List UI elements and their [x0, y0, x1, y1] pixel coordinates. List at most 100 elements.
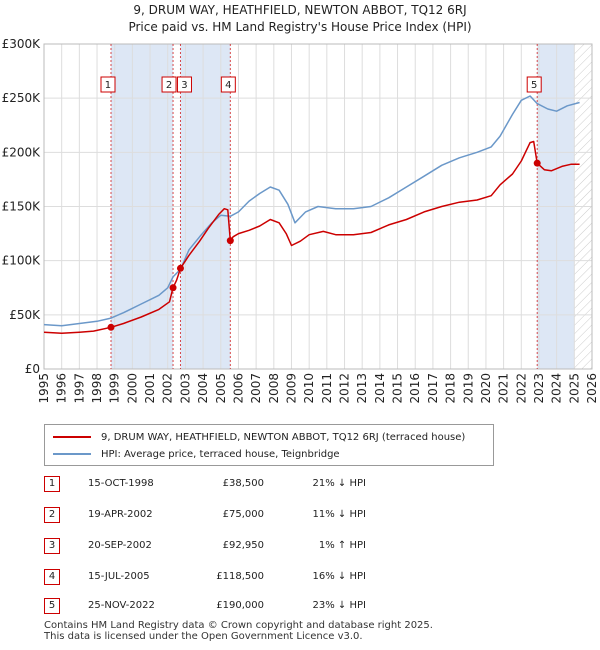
x-tick-label: 2020 [479, 373, 493, 404]
sale-label-box-frame [161, 76, 177, 93]
x-tick-label: 2019 [461, 373, 475, 404]
sale-date: 20-SEP-2002 [88, 540, 152, 551]
chart-title-line2: Price paid vs. HM Land Registry's House … [128, 20, 472, 34]
x-tick-label: 2026 [585, 373, 599, 404]
sale-price: £75,000 [222, 509, 264, 520]
sale-price: £118,500 [216, 571, 264, 582]
x-tick-label: 2024 [550, 373, 564, 404]
plot-border [43, 43, 593, 370]
y-tick-label: £50K [9, 308, 41, 322]
sale-date: 15-JUL-2005 [88, 571, 150, 582]
x-tick-label: 1996 [55, 373, 69, 404]
y-tick-label: £0 [25, 362, 40, 376]
legend-item-property: 9, DRUM WAY, HEATHFIELD, NEWTON ABBOT, T… [53, 429, 465, 445]
y-tick-label: £200K [2, 145, 42, 159]
x-tick-label: 2021 [497, 373, 511, 404]
chart-title-line1: 9, DRUM WAY, HEATHFIELD, NEWTON ABBOT, T… [133, 3, 467, 17]
x-tick-label: 2004 [196, 373, 210, 404]
sale-label-box: 5 [526, 76, 542, 93]
sale-row: 3 20-SEP-2002 £92,950 1% ↑ HPI [44, 538, 384, 554]
sale-label-box-frame [526, 76, 542, 93]
sale-price: £190,000 [216, 600, 264, 611]
x-tick-label: 2008 [267, 373, 281, 404]
x-tick-label: 2003 [178, 373, 192, 404]
sale-label-box: 3 [176, 76, 192, 93]
sale-label-box: 4 [220, 76, 236, 93]
sale-point [226, 237, 234, 245]
x-tick-label: 2017 [426, 373, 440, 404]
x-tick-label: 2007 [249, 373, 263, 404]
legend-swatch-hpi [53, 453, 91, 455]
y-tick-label: £150K [2, 200, 42, 214]
sale-row: 5 25-NOV-2022 £190,000 23% ↓ HPI [44, 598, 384, 614]
legend-label-hpi: HPI: Average price, terraced house, Teig… [101, 448, 340, 460]
y-tick-label: £100K [2, 254, 42, 268]
x-tick-label: 2013 [355, 373, 369, 404]
legend-item-hpi: HPI: Average price, terraced house, Teig… [53, 446, 340, 462]
sale-date: 25-NOV-2022 [88, 600, 155, 611]
x-tick-label: 2006 [231, 373, 245, 404]
sale-row: 1 15-OCT-1998 £38,500 21% ↓ HPI [44, 476, 384, 492]
x-tick-label: 2001 [143, 373, 157, 404]
x-tick-label: 1999 [108, 373, 122, 404]
sale-label-box-frame [176, 76, 192, 93]
x-tick-label: 1997 [72, 373, 86, 404]
hpi-line [43, 95, 580, 327]
footer-line2: This data is licensed under the Open Gov… [44, 631, 363, 642]
x-tick-label: 2009 [284, 373, 298, 404]
sale-label-number: 4 [225, 80, 231, 91]
sale-label-box-frame [100, 76, 116, 93]
footer-line1: Contains HM Land Registry data © Crown c… [44, 620, 433, 631]
x-tick-label: 2015 [391, 373, 405, 404]
sale-hpi-diff: 16% ↓ HPI [312, 571, 366, 582]
y-tick-label: £300K [2, 37, 42, 51]
x-tick-label: 2002 [161, 373, 175, 404]
x-tick-label: 2014 [373, 373, 387, 404]
x-tick-label: 2012 [338, 373, 352, 404]
sale-hpi-diff: 21% ↓ HPI [312, 478, 366, 489]
sale-label-box-frame [220, 76, 236, 93]
sale-label-box: 1 [100, 76, 116, 93]
x-tick-label: 2000 [125, 373, 139, 404]
sale-label-box: 2 [161, 76, 177, 93]
legend-label-property: 9, DRUM WAY, HEATHFIELD, NEWTON ABBOT, T… [101, 431, 466, 443]
sale-label-number: 3 [181, 80, 187, 91]
x-tick-label: 2016 [408, 373, 422, 404]
footer: Contains HM Land Registry data © Crown c… [44, 620, 433, 642]
sale-label-number: 2 [166, 80, 172, 91]
sale-label-number: 5 [531, 80, 537, 91]
x-tick-label: 2022 [514, 373, 528, 404]
sale-number: 3 [44, 538, 60, 554]
x-tick-label: 2005 [214, 373, 228, 404]
sale-price: £38,500 [222, 478, 264, 489]
legend-swatch-property [53, 436, 91, 438]
sale-hpi-diff: 1% ↑ HPI [318, 540, 366, 551]
x-tick-label: 2025 [567, 373, 581, 404]
sale-number: 2 [44, 507, 60, 523]
x-tick-label: 1995 [37, 373, 51, 404]
sale-date: 15-OCT-1998 [88, 478, 154, 489]
sale-number: 5 [44, 598, 60, 614]
sale-price: £92,950 [222, 540, 264, 551]
x-tick-label: 2011 [320, 373, 334, 404]
chart-title: 9, DRUM WAY, HEATHFIELD, NEWTON ABBOT, T… [0, 2, 600, 36]
sale-number: 1 [44, 476, 60, 492]
x-tick-label: 1998 [90, 373, 104, 404]
y-tick-label: £250K [2, 91, 42, 105]
sale-date: 19-APR-2002 [88, 509, 153, 520]
sale-hpi-diff: 23% ↓ HPI [312, 600, 366, 611]
sale-point [533, 159, 541, 167]
sale-point [176, 264, 184, 272]
x-tick-label: 2023 [532, 373, 546, 404]
sale-point [107, 323, 115, 331]
sale-row: 4 15-JUL-2005 £118,500 16% ↓ HPI [44, 569, 384, 585]
sale-point [169, 284, 177, 292]
sale-number: 4 [44, 569, 60, 585]
sale-hpi-diff: 11% ↓ HPI [312, 509, 366, 520]
sale-row: 2 19-APR-2002 £75,000 11% ↓ HPI [44, 507, 384, 523]
x-tick-label: 2018 [444, 373, 458, 404]
x-tick-label: 2010 [302, 373, 316, 404]
property-price-line [43, 140, 580, 335]
legend: 9, DRUM WAY, HEATHFIELD, NEWTON ABBOT, T… [44, 424, 494, 466]
